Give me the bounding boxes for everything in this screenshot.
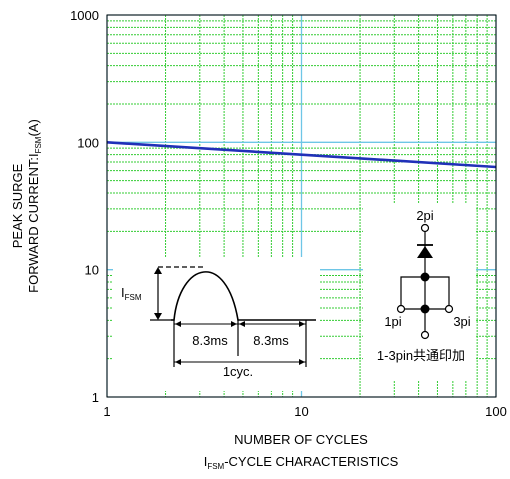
pin-label-1: 1pi (384, 314, 401, 329)
pin-label-3: 3pi (453, 314, 470, 329)
y-tick-label: 100 (77, 135, 99, 150)
half-period-label-1: 8.3ms (192, 333, 228, 348)
pin-label-2: 2pi (416, 208, 433, 223)
circuit-note: 1-3pin共通印加 (377, 348, 465, 363)
ifsm-label-main: I (121, 285, 125, 300)
y-tick-label: 1 (92, 390, 99, 405)
period2-arrow-left (239, 321, 245, 327)
bottom-terminal (420, 330, 430, 340)
caption-prefix: I (204, 454, 208, 469)
plot-frame (106, 14, 497, 398)
pin-2-terminal (420, 223, 430, 233)
y-axis-label-prefix: FORWARD CURRENT:I (26, 153, 41, 292)
y-tick-labels: 1 10 100 1000 (70, 8, 99, 405)
period1-arrow-left (175, 321, 181, 327)
period2-arrow-right (299, 321, 305, 327)
cycle-arrow-left (175, 359, 181, 365)
caption-suffix: -CYCLE CHARACTERISTICS (224, 454, 398, 469)
y-axis-label: PEAK SURGE FORWARD CURRENT:IFSM(A) (10, 119, 43, 293)
circuit-inset-background (363, 204, 476, 380)
diode-icon (417, 246, 433, 258)
x-tick-labels: 1 10 100 (103, 404, 506, 419)
x-tick-label: 1 (103, 404, 110, 419)
y-tick-label: 10 (85, 263, 99, 278)
junction-lower (420, 304, 430, 314)
caption-sub: FSM (207, 462, 224, 471)
period1-arrow-right (231, 321, 237, 327)
parallel-loop (400, 276, 450, 310)
circuit-inset: 2pi 1pi 3pi 1-3pin共通印加 (363, 204, 476, 380)
series-layer (106, 141, 497, 169)
ifsm-arrow-up (154, 267, 162, 274)
y-axis-label-line2: FORWARD CURRENT:IFSM(A) (26, 119, 43, 293)
y-axis-label-suffix: (A) (26, 119, 41, 136)
x-tick-label: 10 (294, 404, 308, 419)
y-tick-label: 1000 (70, 8, 99, 23)
y-axis-label-sub: FSM (34, 136, 43, 153)
series-line (106, 141, 497, 169)
waveform-inset: IFSM 8.3ms 8.3ms 1cyc. (113, 257, 320, 391)
chart-caption: IFSM-CYCLE CHARACTERISTICS (204, 454, 399, 471)
pin-3-terminal (444, 304, 454, 314)
half-sine-pulse (171, 271, 316, 321)
ifsm-label: IFSM (121, 285, 142, 302)
ifsm-label-sub: FSM (125, 293, 142, 302)
pin-1-terminal (396, 304, 406, 314)
ifsm-arrow-down (154, 313, 162, 320)
half-period-label-2: 8.3ms (253, 333, 289, 348)
x-tick-label: 100 (485, 404, 507, 419)
cycle-arrow-right (299, 359, 305, 365)
cycle-label: 1cyc. (223, 364, 253, 379)
y-axis-label-line1: PEAK SURGE (10, 163, 25, 248)
x-axis-label: NUMBER OF CYCLES (234, 432, 368, 447)
